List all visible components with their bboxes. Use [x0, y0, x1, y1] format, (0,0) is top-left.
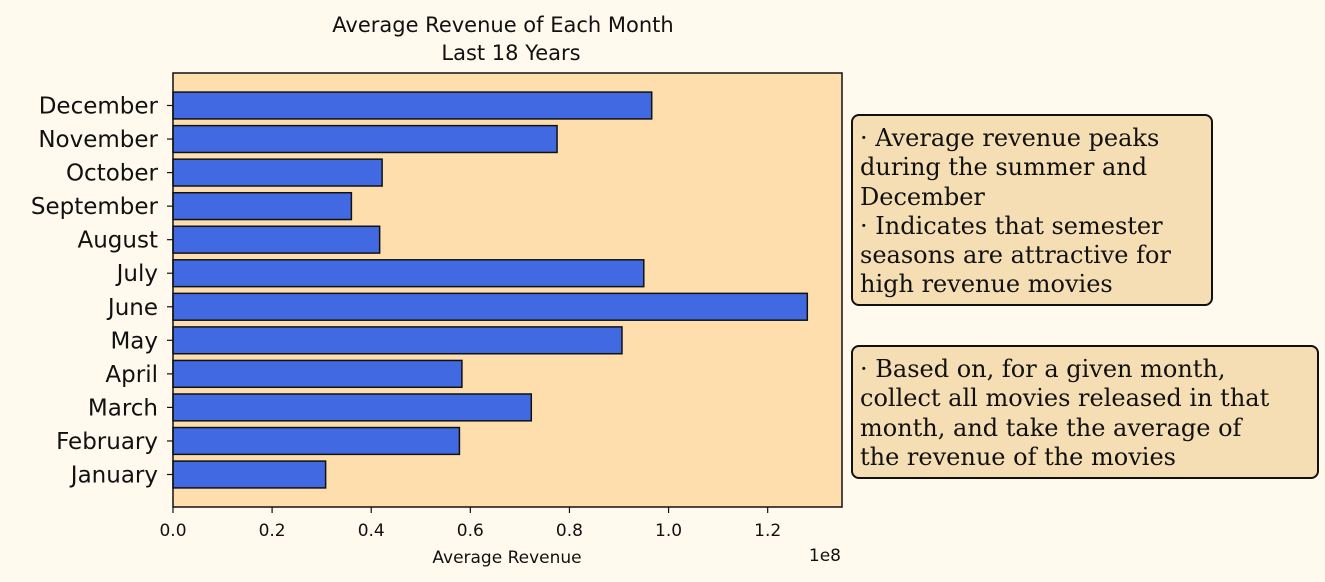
bar-january [172, 460, 327, 489]
note-1-line: · Indicates that semester [860, 211, 1163, 240]
note-2-line: collect all movies released in that [860, 384, 1270, 413]
x-tick-label: 0.4 [358, 521, 385, 541]
note-1-line: high revenue movies [860, 270, 1113, 299]
x-tick-label: 0.2 [259, 521, 286, 541]
y-tick-label: February [56, 429, 158, 455]
y-tick-label: March [88, 395, 158, 421]
chart-title-line-2: Last 18 Years [441, 41, 580, 65]
bar-december [172, 91, 653, 120]
y-tick-label: April [105, 362, 158, 388]
note-2-line: month, and take the average of [860, 413, 1242, 442]
y-tick-label: January [69, 463, 158, 489]
annotation-box-method: · Based on, for a given month, collect a… [851, 345, 1319, 479]
y-tick-label: August [78, 228, 159, 254]
bars-layer [172, 91, 809, 489]
x-tick-label: 1.2 [754, 521, 781, 541]
x-axis-label: Average Revenue [432, 548, 581, 568]
y-tick-label: June [106, 295, 158, 321]
y-tick-label: July [115, 261, 158, 287]
note-2-line: · Based on, for a given month, [860, 355, 1226, 383]
plot-frame [172, 72, 843, 508]
bar-march [172, 393, 533, 422]
x-tick-label: 0.0 [159, 521, 186, 541]
x-axis: 0.0 0.2 0.4 0.6 0.8 1.0 1.2 [159, 507, 781, 541]
bar-november [172, 124, 558, 154]
bar-chart: Average Revenue of Each Month Last 18 Ye… [31, 13, 843, 568]
bar-june [172, 292, 809, 321]
y-tick-label: May [110, 328, 158, 354]
bar-february [172, 426, 461, 456]
note-1-line: · Average revenue peaks [860, 124, 1160, 152]
x-tick-label: 1.0 [655, 521, 682, 541]
y-tick-label: November [38, 127, 158, 153]
bar-july [172, 259, 645, 288]
note-1-line: during the summer and [860, 153, 1148, 182]
bar-october [172, 158, 383, 187]
annotation-box-peaks: · Average revenue peaks during the summe… [851, 114, 1213, 306]
bar-may [172, 326, 623, 355]
y-tick-label: September [31, 194, 159, 220]
x-tick-label: 0.6 [457, 521, 484, 541]
note-1-line: December [860, 182, 985, 211]
chart-title-line-1: Average Revenue of Each Month [332, 13, 673, 37]
x-axis-offset-label: 1e8 [809, 546, 841, 566]
bar-august [172, 225, 381, 254]
x-tick-label: 0.8 [556, 521, 583, 541]
y-axis: January February March April May June July Augu… [31, 94, 173, 489]
note-1-line: seasons are attractive for [860, 241, 1171, 270]
bar-april [172, 359, 463, 389]
note-2-line: the revenue of the movies [860, 442, 1176, 471]
bar-september [172, 191, 353, 221]
y-tick-label: December [39, 94, 159, 120]
y-tick-label: October [66, 161, 159, 187]
